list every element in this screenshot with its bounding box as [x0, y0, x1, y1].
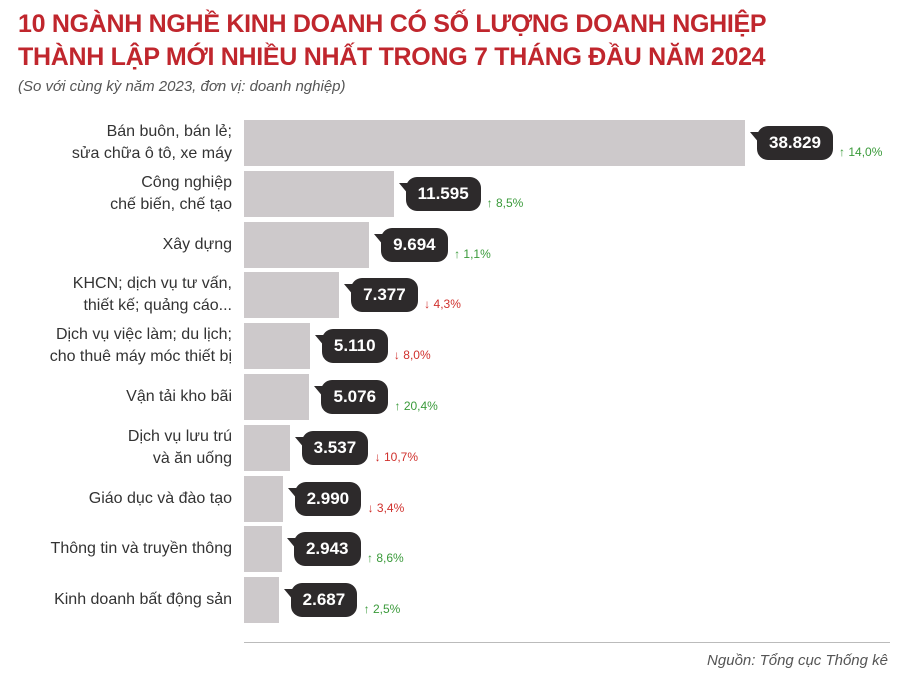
- value-label: 38.829: [750, 126, 833, 160]
- change-label: 4,3%: [433, 297, 461, 312]
- value-label: 2.943: [287, 532, 361, 567]
- bar: [244, 120, 745, 166]
- change-label: 1,1%: [463, 246, 491, 261]
- category-label: Xây dựng: [162, 235, 232, 253]
- change-arrow: ↑: [454, 246, 464, 261]
- category-label: Dịch vụ việc làm; du lịch; cho thuê máy …: [49, 326, 232, 366]
- change-label: 14,0%: [848, 145, 883, 159]
- value-label: 2.990: [287, 481, 362, 516]
- value-label: 5.076: [314, 380, 389, 414]
- bar: [244, 424, 290, 471]
- category-label: Bán buôn, bán lẻ; sửa chữa ô tô, xe máy: [71, 123, 232, 162]
- value-label: 2.687: [283, 583, 358, 618]
- change-arrow: ↑: [363, 602, 373, 617]
- change-label: 8,5%: [495, 195, 524, 210]
- change-label: 8,0%: [403, 348, 431, 363]
- source-note: Nguồn: Tổng cục Thống kê: [707, 652, 888, 669]
- category-label: Vận tải kho bãi: [126, 388, 232, 405]
- bar: [244, 323, 310, 370]
- change-group: ↑ 2,5%: [364, 602, 401, 616]
- change-group: ↓ 10,7%: [375, 450, 418, 464]
- bar: [244, 272, 340, 319]
- change-group: ↓ 8,0%: [394, 348, 431, 362]
- change-group: ↑ 14,0%: [839, 145, 882, 159]
- change-arrow: ↑: [486, 195, 496, 210]
- bar: [244, 577, 279, 624]
- bar: [244, 526, 282, 573]
- change-label: 8,6%: [376, 551, 404, 566]
- category-label: Dịch vụ lưu trú và ăn uống: [127, 427, 232, 467]
- change-group: ↑ 20,4%: [394, 399, 437, 413]
- bar: [244, 475, 283, 522]
- change-label: 20,4%: [403, 399, 438, 413]
- change-label: 2,5%: [373, 602, 401, 617]
- change-label: 3,4%: [376, 500, 405, 515]
- category-label: Kinh doanh bất động sản: [54, 591, 232, 609]
- chart-subtitle: (So với cùng kỳ năm 2023, đơn vị: doanh …: [18, 78, 346, 95]
- value-label: 11.595: [398, 176, 481, 211]
- change-arrow: ↑: [394, 399, 404, 413]
- value-label: 9.694: [374, 227, 448, 262]
- value-label: 3.537: [294, 430, 369, 465]
- bar: [244, 221, 370, 268]
- change-group: ↓ 3,4%: [368, 501, 405, 515]
- change-arrow: ↓: [393, 348, 404, 363]
- change-group: ↑ 8,6%: [367, 551, 404, 565]
- bar: [244, 170, 394, 217]
- bar: [244, 374, 310, 420]
- change-arrow: ↑: [839, 145, 849, 159]
- divider: [244, 642, 890, 643]
- category-label: Giáo dục và đào tạo: [88, 489, 232, 507]
- value-label: 7.377: [344, 278, 418, 313]
- category-label: KHCN; dịch vụ tư vấn, thiết kế; quảng cá…: [72, 275, 232, 315]
- change-group: ↑ 1,1%: [454, 247, 491, 261]
- change-group: ↓ 4,3%: [424, 297, 461, 311]
- change-arrow: ↓: [374, 449, 384, 464]
- value-label: 5.110: [314, 329, 388, 364]
- category-label: Thông tin và truyền thông: [50, 540, 232, 558]
- category-label: Công nghiệp chế biến, chế tạo: [110, 173, 232, 213]
- change-label: 10,7%: [383, 449, 418, 464]
- chart-title: 10 NGÀNH NGHỀ KINH DOANH CÓ SỐ LƯỢNG DOA…: [18, 10, 767, 71]
- change-arrow: ↓: [424, 297, 434, 312]
- change-arrow: ↓: [367, 500, 377, 515]
- change-arrow: ↑: [366, 551, 377, 566]
- change-group: ↑ 8,5%: [487, 196, 524, 210]
